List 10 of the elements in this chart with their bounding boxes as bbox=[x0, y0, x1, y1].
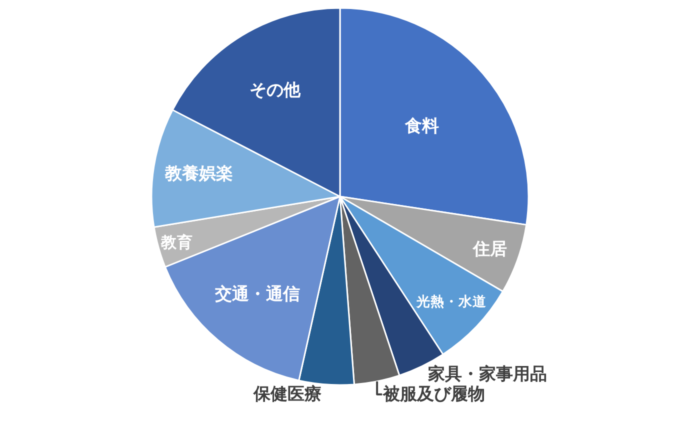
slice-label: 家具・家事用品 bbox=[426, 364, 547, 384]
slice-label: その他 bbox=[250, 80, 302, 101]
slice-label: 教育 bbox=[160, 232, 193, 252]
slice-label: 光熱・水道 bbox=[415, 294, 488, 310]
slice-label: 被服及び履物 bbox=[382, 384, 486, 404]
slice-label: 交通・通信 bbox=[214, 284, 300, 305]
slice-label: 教養娯楽 bbox=[164, 164, 233, 184]
slice-label: 保健医療 bbox=[252, 384, 322, 404]
slice-label: 住居 bbox=[472, 239, 508, 260]
slice-label: 食料 bbox=[404, 116, 439, 137]
